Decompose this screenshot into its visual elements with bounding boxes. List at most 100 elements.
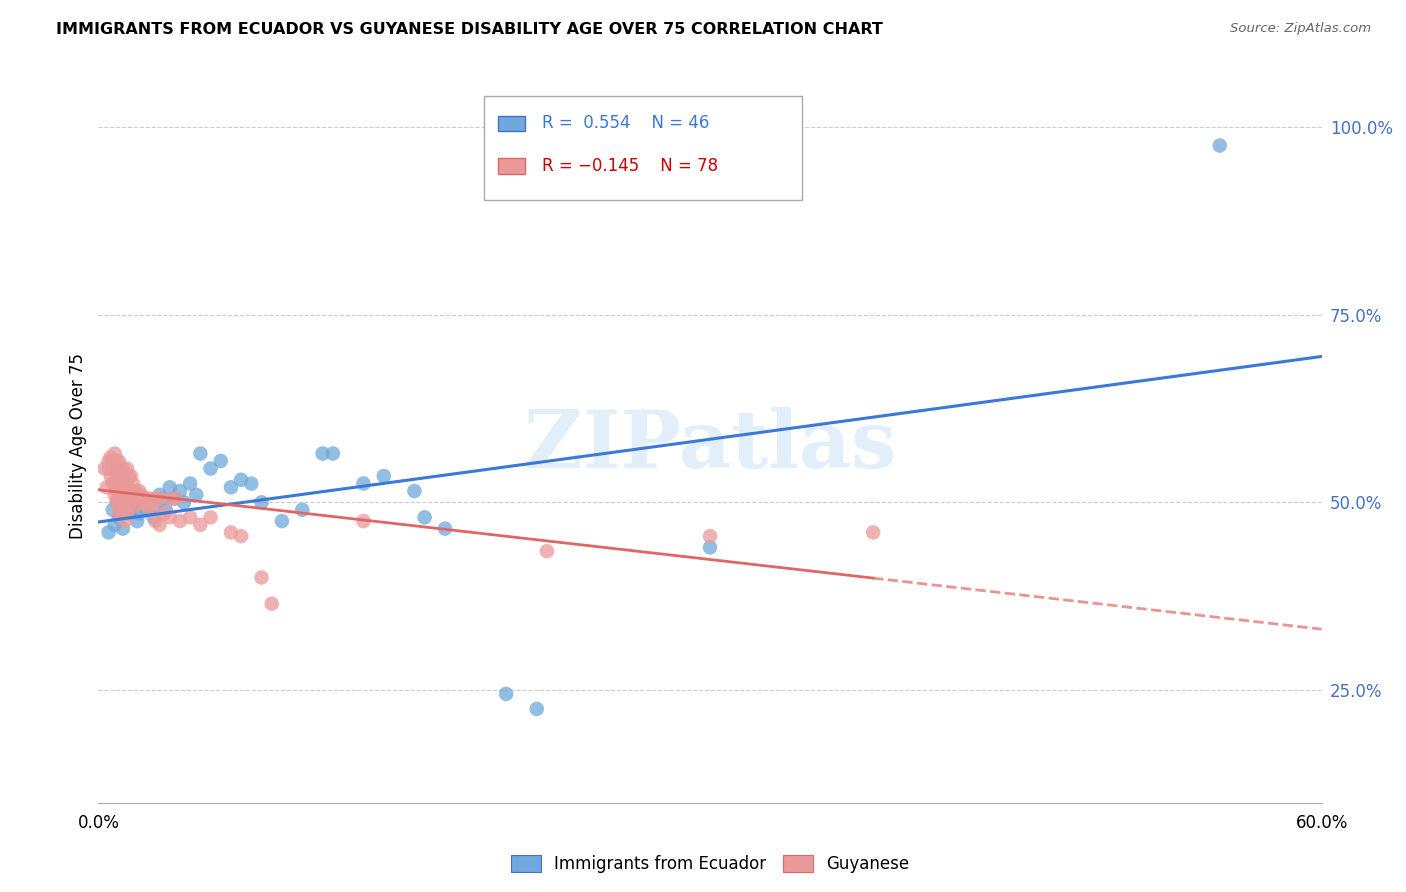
Point — [97, 461, 120, 475]
Point — [111, 476, 134, 491]
Point — [149, 491, 172, 506]
Point — [179, 476, 201, 491]
Point — [111, 522, 134, 536]
Point — [124, 499, 146, 513]
Point — [93, 461, 115, 475]
Point — [108, 499, 131, 513]
Point — [179, 510, 201, 524]
Point — [108, 510, 131, 524]
Text: R =  0.554    N = 46: R = 0.554 N = 46 — [543, 114, 710, 132]
Point — [110, 491, 132, 506]
Point — [200, 461, 222, 475]
Point — [108, 461, 131, 475]
Point — [699, 541, 721, 555]
Point — [124, 499, 146, 513]
Point — [108, 454, 131, 468]
Point — [127, 514, 149, 528]
Point — [128, 484, 150, 499]
Point — [111, 461, 134, 475]
Point — [104, 476, 127, 491]
Point — [108, 491, 131, 506]
Point — [134, 503, 156, 517]
Point — [111, 491, 134, 506]
Point — [136, 499, 159, 513]
Point — [110, 461, 132, 475]
Point — [159, 491, 181, 506]
Legend: Immigrants from Ecuador, Guyanese: Immigrants from Ecuador, Guyanese — [505, 848, 915, 880]
Point — [219, 480, 242, 494]
Point — [312, 446, 335, 460]
Point — [114, 469, 136, 483]
Point — [108, 476, 131, 491]
Point — [404, 484, 426, 499]
Point — [231, 529, 253, 543]
Point — [108, 469, 131, 483]
Point — [373, 469, 395, 483]
Point — [104, 461, 127, 475]
Point — [101, 503, 124, 517]
Point — [250, 495, 273, 509]
Point — [141, 499, 163, 513]
Point — [134, 491, 156, 506]
Point — [352, 514, 374, 528]
Point — [132, 495, 155, 509]
Point — [128, 507, 150, 521]
Point — [128, 491, 150, 506]
Point — [120, 503, 142, 517]
Point — [1209, 138, 1232, 153]
Text: ZIPatlas: ZIPatlas — [524, 407, 896, 485]
Point — [110, 476, 132, 491]
Point — [105, 495, 128, 509]
Point — [138, 495, 160, 509]
Point — [434, 522, 457, 536]
Point — [129, 488, 152, 502]
Point — [104, 488, 127, 502]
Y-axis label: Disability Age Over 75: Disability Age Over 75 — [69, 353, 87, 539]
Point — [120, 484, 142, 499]
Point — [169, 514, 191, 528]
Point — [108, 484, 131, 499]
Point — [173, 495, 195, 509]
Point — [413, 510, 436, 524]
Point — [105, 469, 128, 483]
Point — [97, 525, 120, 540]
Point — [104, 517, 127, 532]
Point — [96, 480, 118, 494]
Point — [118, 507, 141, 521]
Point — [114, 499, 136, 513]
Point — [322, 446, 344, 460]
Point — [862, 525, 884, 540]
Point — [699, 529, 721, 543]
FancyBboxPatch shape — [498, 159, 526, 174]
Point — [122, 491, 145, 506]
Point — [250, 570, 273, 584]
Point — [152, 507, 174, 521]
Point — [352, 476, 374, 491]
Point — [105, 495, 128, 509]
Point — [165, 491, 187, 506]
Point — [163, 491, 186, 506]
Point — [100, 450, 122, 465]
Point — [115, 476, 138, 491]
Point — [118, 469, 141, 483]
FancyBboxPatch shape — [498, 116, 526, 131]
FancyBboxPatch shape — [484, 96, 801, 200]
Point — [138, 491, 160, 506]
Point — [101, 476, 124, 491]
Point — [231, 473, 253, 487]
Point — [101, 461, 124, 475]
Point — [124, 484, 146, 499]
Point — [495, 687, 517, 701]
Point — [114, 514, 136, 528]
Point — [120, 469, 142, 483]
Point — [526, 702, 548, 716]
Point — [209, 454, 232, 468]
Point — [149, 517, 172, 532]
Point — [186, 488, 208, 502]
Point — [127, 488, 149, 502]
Point — [149, 488, 172, 502]
Point — [118, 484, 141, 499]
Point — [291, 503, 314, 517]
Point — [188, 517, 212, 532]
Point — [200, 510, 222, 524]
